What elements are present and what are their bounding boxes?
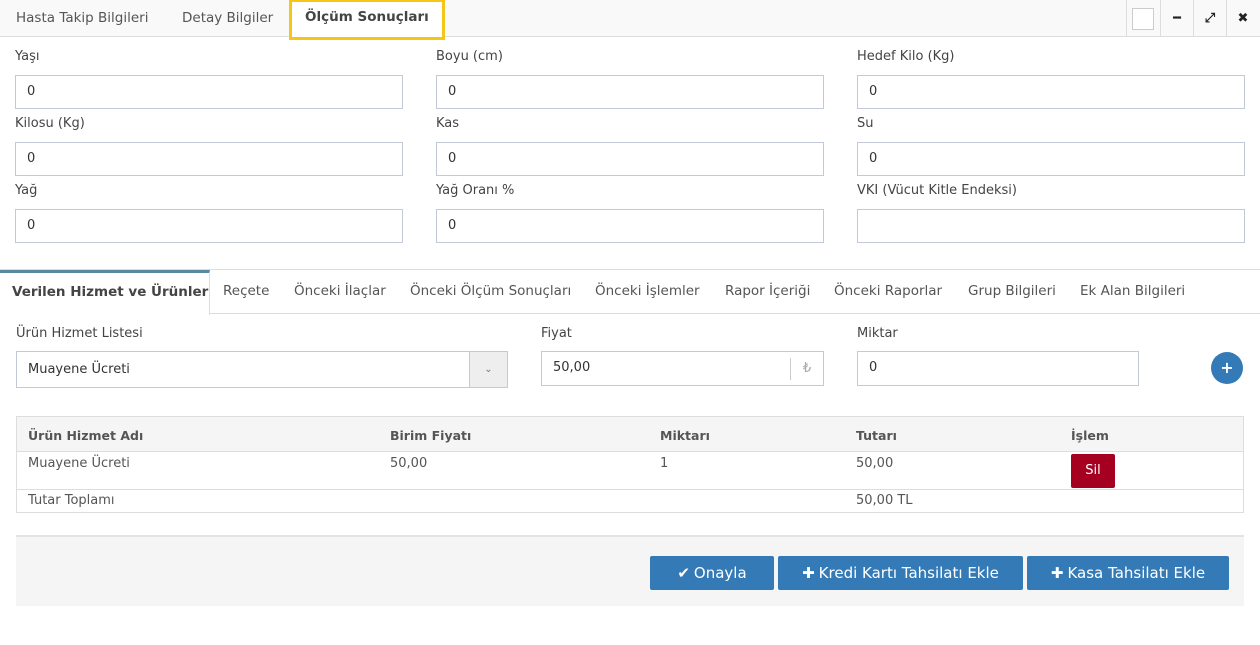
expand-icon[interactable]: ⤢	[1193, 0, 1226, 37]
tab-recete[interactable]: Reçete	[223, 283, 270, 299]
tab-ek-alan[interactable]: Ek Alan Bilgileri	[1080, 283, 1186, 299]
field-input[interactable]: 0	[436, 75, 824, 109]
delete-button[interactable]: Sil	[1071, 454, 1115, 488]
tab-grup-bilgileri[interactable]: Grup Bilgileri	[968, 283, 1056, 299]
qty-label: Miktar	[857, 326, 898, 341]
tab-hasta-takip[interactable]: Hasta Takip Bilgileri	[16, 10, 149, 26]
field-label: Su	[857, 116, 874, 131]
close-icon[interactable]: ✖	[1226, 0, 1259, 37]
price-input[interactable]: 50,00 ₺	[541, 351, 824, 386]
plus-icon: ✚	[802, 564, 815, 582]
field-label: Yağ	[15, 183, 38, 198]
total-value: 50,00 TL	[856, 493, 913, 508]
tab-detay[interactable]: Detay Bilgiler	[182, 10, 274, 26]
tab-onceki-islemler[interactable]: Önceki İşlemler	[595, 283, 700, 299]
qty-input[interactable]: 0	[857, 351, 1139, 386]
col-name: Ürün Hizmet Adı	[28, 428, 144, 443]
approve-button[interactable]: ✔ Onayla	[650, 556, 774, 590]
minimize-icon[interactable]: ━	[1160, 0, 1193, 37]
field-input[interactable]: 0	[436, 209, 824, 243]
field-label: Yaşı	[15, 49, 40, 64]
field-input[interactable]: 0	[436, 142, 824, 176]
lira-icon: ₺	[790, 358, 823, 380]
field-input[interactable]: 0	[15, 75, 403, 109]
row-name: Muayene Ücreti	[28, 456, 130, 471]
field-label: Boyu (cm)	[436, 49, 503, 64]
field-input[interactable]: 0	[857, 142, 1245, 176]
row-unit: 50,00	[390, 456, 428, 471]
table-row: Muayene Ücreti 50,00 1 50,00 Sil	[17, 452, 1243, 490]
tab-onceki-olcum[interactable]: Önceki Ölçüm Sonuçları	[410, 283, 572, 299]
add-credit-card-payment-button[interactable]: ✚ Kredi Kartı Tahsilatı Ekle	[778, 556, 1023, 590]
row-qty: 1	[660, 456, 669, 471]
field-label: Hedef Kilo (Kg)	[857, 49, 955, 64]
tab-onceki-raporlar[interactable]: Önceki Raporlar	[834, 283, 943, 299]
tab-onceki-ilaclar[interactable]: Önceki İlaçlar	[294, 283, 386, 299]
tab-verilen-hizmet[interactable]: Verilen Hizmet ve Ürünler	[0, 270, 210, 315]
cash-label: Kasa Tahsilatı Ekle	[1067, 564, 1206, 582]
col-qty: Miktarı	[660, 428, 710, 443]
col-unit: Birim Fiyatı	[390, 428, 472, 443]
field-label: VKI (Vücut Kitle Endeksi)	[857, 183, 1017, 198]
tab-olcum-sonuclari[interactable]: Ölçüm Sonuçları	[289, 0, 445, 40]
chevron-down-icon[interactable]: ⌄	[469, 352, 507, 387]
field-input[interactable]	[857, 209, 1245, 243]
field-label: Kas	[436, 116, 460, 131]
product-select-value: Muayene Ücreti	[28, 362, 130, 377]
col-action: İşlem	[1071, 428, 1109, 443]
field-label: Yağ Oranı %	[436, 183, 515, 198]
price-value: 50,00	[553, 360, 591, 375]
field-input[interactable]: 0	[15, 209, 403, 243]
field-input[interactable]: 0	[857, 75, 1245, 109]
product-list-label: Ürün Hizmet Listesi	[16, 326, 143, 341]
credit-label: Kredi Kartı Tahsilatı Ekle	[818, 564, 999, 582]
add-product-button[interactable]: +	[1211, 352, 1243, 384]
total-label: Tutar Toplamı	[28, 493, 115, 508]
col-total: Tutarı	[856, 428, 897, 443]
price-label: Fiyat	[541, 326, 572, 341]
plus-icon: +	[1220, 358, 1234, 377]
add-cash-payment-button[interactable]: ✚ Kasa Tahsilatı Ekle	[1027, 556, 1229, 590]
table-header: Ürün Hizmet Adı Birim Fiyatı Miktarı Tut…	[17, 417, 1243, 452]
restore-icon[interactable]	[1126, 0, 1159, 37]
sub-tab-bar: Verilen Hizmet ve Ürünler Reçete Önceki …	[0, 269, 1260, 315]
products-table: Ürün Hizmet Adı Birim Fiyatı Miktarı Tut…	[16, 416, 1244, 513]
top-tab-bar: Hasta Takip Bilgileri Detay Bilgiler Ölç…	[0, 0, 1260, 40]
check-icon: ✔	[677, 564, 690, 582]
plus-icon: ✚	[1050, 564, 1064, 582]
field-label: Kilosu (Kg)	[15, 116, 85, 131]
row-total: 50,00	[856, 456, 894, 471]
tab-rapor-icerigi[interactable]: Rapor İçeriği	[725, 283, 811, 299]
product-select[interactable]: Muayene Ücreti ⌄	[16, 351, 508, 388]
approve-label: Onayla	[693, 564, 747, 582]
qty-value: 0	[869, 360, 878, 375]
field-input[interactable]: 0	[15, 142, 403, 176]
